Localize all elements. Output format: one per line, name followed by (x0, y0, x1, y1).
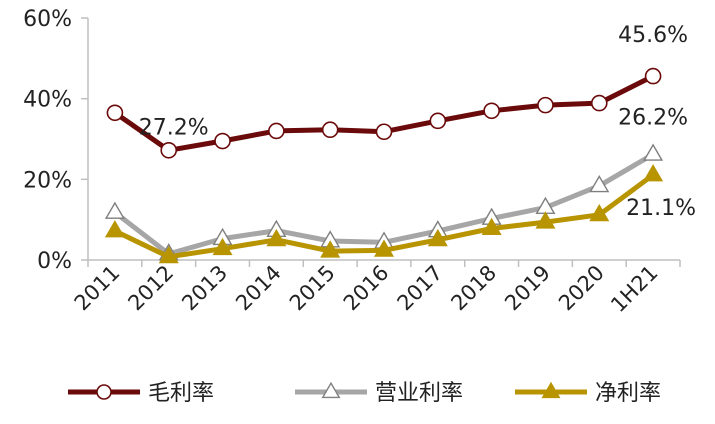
data-point (212, 237, 233, 256)
data-point (106, 104, 124, 122)
data-point (268, 122, 285, 140)
x-tick-label: 1H21 (606, 261, 662, 317)
y-tick-label: 0% (37, 249, 72, 274)
data-label: 26.2% (618, 105, 688, 130)
data-label: 27.2% (139, 115, 209, 140)
data-point (590, 94, 608, 112)
data-point (589, 204, 610, 222)
data-point (427, 229, 448, 247)
series-layer (104, 67, 664, 264)
data-point (373, 239, 395, 257)
x-tick-label: 2018 (446, 261, 501, 316)
legend-label: 毛利率 (148, 381, 214, 406)
data-point (541, 381, 561, 399)
x-tick-label: 2015 (285, 261, 340, 316)
x-tick-label: 2016 (339, 261, 394, 316)
data-point (96, 384, 112, 400)
data-point (537, 96, 554, 114)
legend: 毛利率 营业利率 净利率 (68, 381, 661, 406)
data-point (214, 132, 231, 150)
x-tick-label: 2017 (393, 261, 448, 316)
data-point (266, 229, 287, 247)
legend-item-2: 净利率 (515, 381, 661, 406)
data-point (429, 112, 447, 130)
data-point (589, 174, 610, 193)
legend-item-1: 营业利率 (295, 381, 463, 406)
legend-label: 净利率 (595, 381, 661, 406)
x-tick-label: 2012 (123, 261, 178, 316)
x-tick-label: 2014 (231, 261, 286, 316)
data-point (160, 141, 178, 159)
x-tick-label: 2013 (177, 261, 232, 316)
data-point (321, 381, 341, 399)
data-point (158, 245, 179, 264)
data-label: 45.6% (618, 23, 688, 48)
axes: 0%20%40%60%2011 2012 2013 2014 2015 2016 2017 2… (23, 7, 681, 317)
data-point (104, 201, 125, 219)
data-point (321, 121, 339, 139)
series-2 (104, 164, 664, 264)
annotations: 27.2% 45.6% 26.2% 21.1% (139, 23, 696, 221)
x-tick-label: 2020 (554, 261, 609, 316)
x-tick-label: 2011 (70, 261, 125, 316)
legend-label: 营业利率 (375, 381, 463, 406)
data-point (481, 217, 502, 236)
data-point (375, 123, 393, 141)
data-point (104, 220, 125, 238)
data-point (535, 211, 556, 229)
data-point (644, 67, 662, 85)
y-tick-label: 20% (23, 168, 72, 193)
data-label: 21.1% (626, 196, 696, 221)
data-point (643, 143, 664, 161)
series-0 (106, 67, 662, 159)
data-point (643, 164, 664, 182)
y-tick-label: 60% (23, 7, 72, 32)
data-point (483, 102, 500, 120)
y-tick-label: 40% (23, 88, 72, 113)
legend-item-0: 毛利率 (68, 381, 214, 406)
x-tick-label: 2019 (500, 261, 555, 316)
data-point (320, 240, 341, 258)
